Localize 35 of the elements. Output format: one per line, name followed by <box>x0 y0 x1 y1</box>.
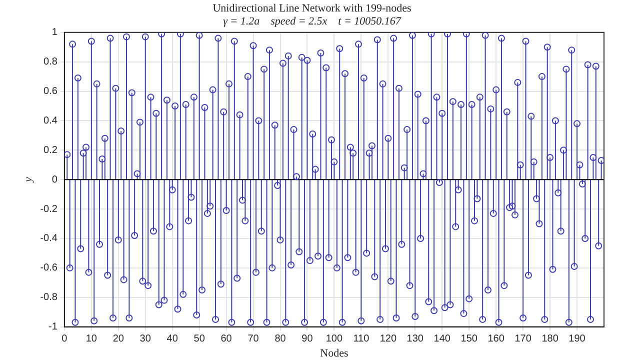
chart-subtitle: γ = 1.2a speed = 2.5x t = 10050.167 <box>223 16 402 28</box>
x-axis-title: Nodes <box>320 347 348 360</box>
y-tick-label: -1 <box>48 322 58 333</box>
y-tick-label: -0.6 <box>40 262 58 274</box>
x-tick-label: 60 <box>220 334 232 345</box>
x-tick-label: 50 <box>194 334 206 345</box>
y-tick-label: 0.4 <box>44 115 58 126</box>
y-tick-label: 1 <box>52 27 58 38</box>
x-tick-label: 180 <box>542 334 559 345</box>
x-tick-label: 70 <box>248 334 260 345</box>
y-axis-title: y <box>22 177 34 184</box>
x-tick-label: 30 <box>140 334 152 345</box>
y-tick-label: -0.8 <box>40 292 58 304</box>
y-tick-label: -0.2 <box>40 204 58 215</box>
chart-title: Unidirectional Line Network with 199-nodes <box>212 2 412 14</box>
x-tick-label: 140 <box>434 334 451 345</box>
x-tick-label: 20 <box>112 334 124 345</box>
x-tick-label: 120 <box>380 334 397 345</box>
y-tick-label: -0.4 <box>40 233 58 244</box>
x-tick-label: 90 <box>302 334 314 345</box>
x-tick-label: 130 <box>406 334 424 345</box>
x-tick-label: 100 <box>326 334 343 345</box>
x-tick-label: 0 <box>62 334 68 345</box>
x-tick-label: 110 <box>353 334 370 345</box>
y-tick-label: 0.8 <box>44 56 58 68</box>
y-tick-label: 0.6 <box>44 86 58 98</box>
x-tick-label: 190 <box>568 334 586 345</box>
x-tick-label: 80 <box>274 334 286 345</box>
x-tick-label: 150 <box>460 334 478 345</box>
x-tick-label: 40 <box>166 334 178 345</box>
x-tick-label: 160 <box>488 334 505 345</box>
x-tick-label: 10 <box>86 334 98 345</box>
x-tick-label: 170 <box>514 334 532 345</box>
y-tick-label: 0.2 <box>44 144 58 156</box>
y-tick-label: 0 <box>52 174 58 186</box>
